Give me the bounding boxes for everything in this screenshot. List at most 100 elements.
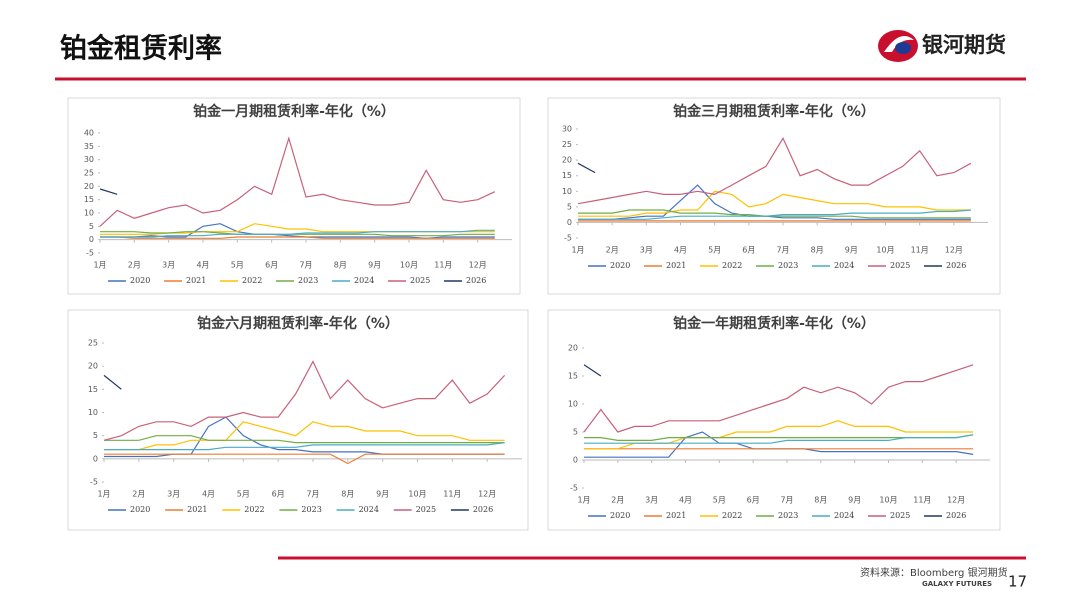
y-tick-label: 0 — [573, 456, 578, 465]
x-tick-label: 11月 — [913, 496, 931, 505]
legend-label: 2021 — [666, 261, 686, 270]
x-tick-label: 2月 — [606, 246, 619, 255]
y-tick-label: 25 — [84, 169, 94, 178]
y-tick-label: 0 — [89, 235, 94, 244]
chart: 铂金一年期租赁利率-年化（%） -5 0 5 10 15 20 1月 2月 3月 4月 5月 6月 7月 8… — [547, 309, 1001, 531]
legend-label: 2022 — [722, 261, 742, 270]
x-tick-label: 1月 — [97, 490, 110, 499]
x-tick-label: 12月 — [947, 496, 965, 505]
legend-label: 2023 — [301, 505, 321, 514]
legend-label: 2023 — [778, 511, 798, 520]
x-tick-label: 8月 — [811, 246, 824, 255]
x-tick-label: 10月 — [876, 246, 894, 255]
chart-frame — [67, 97, 521, 295]
y-tick-label: 20 — [562, 156, 572, 165]
y-tick-label: -5 — [90, 478, 98, 487]
series-line — [103, 374, 122, 390]
x-tick-label: 11月 — [434, 261, 452, 270]
x-tick-label: 3月 — [640, 246, 653, 255]
series-line — [577, 137, 972, 205]
x-tick-label: 1月 — [577, 496, 590, 505]
legend-label: 2025 — [890, 261, 910, 270]
legend-label: 2020 — [610, 511, 630, 520]
series-line — [577, 162, 596, 174]
chart-title: 铂金一月期租赁利率-年化（%） — [193, 103, 395, 120]
x-tick-label: 9月 — [845, 246, 858, 255]
y-tick-label: 35 — [84, 142, 94, 151]
x-tick-label: 7月 — [776, 246, 789, 255]
legend-label: 2024 — [834, 261, 854, 270]
x-tick-label: 1月 — [93, 261, 106, 270]
x-tick-label: 4月 — [679, 496, 692, 505]
x-tick-label: 6月 — [272, 490, 285, 499]
y-tick-label: -5 — [570, 484, 578, 493]
x-tick-label: 5月 — [708, 246, 721, 255]
chart-title: 铂金六月期租赁利率-年化（%） — [197, 315, 399, 332]
y-tick-label: 25 — [88, 339, 98, 348]
series-line — [104, 442, 505, 451]
series-line — [104, 435, 505, 444]
y-tick-label: 5 — [89, 222, 94, 231]
x-tick-label: 9月 — [848, 496, 861, 505]
y-tick-label: 15 — [88, 385, 98, 394]
y-tick-label: 5 — [93, 431, 98, 440]
x-tick-label: 2月 — [611, 496, 624, 505]
legend-label: 2022 — [722, 511, 742, 520]
source: 资料来源：Bloomberg 银河期货 — [860, 566, 1008, 579]
chart-frame — [67, 309, 529, 531]
y-tick-label: 0 — [567, 218, 572, 227]
x-tick-label: 6月 — [265, 261, 278, 270]
series-line — [104, 421, 505, 451]
y-tick-label: 20 — [84, 182, 94, 191]
y-tick-label: -5 — [86, 249, 94, 258]
legend-label: 2024 — [359, 505, 379, 514]
x-tick-label: 7月 — [306, 490, 319, 499]
chart-title: 铂金一年期租赁利率-年化（%） — [673, 315, 875, 332]
y-tick-label: 10 — [568, 400, 578, 409]
y-tick-label: 20 — [88, 362, 98, 371]
legend-label: 2024 — [354, 276, 374, 285]
series-line — [584, 434, 974, 444]
x-tick-label: 12月 — [469, 261, 487, 270]
series-line — [104, 453, 505, 465]
y-tick-label: 40 — [84, 129, 94, 138]
series-line — [583, 364, 602, 377]
x-tick-label: 7月 — [299, 261, 312, 270]
series-line — [99, 136, 496, 227]
y-tick-label: 15 — [562, 171, 572, 180]
series-line — [100, 229, 495, 238]
x-tick-label: 3月 — [162, 261, 175, 270]
y-tick-label: 10 — [88, 408, 98, 417]
series-line — [584, 420, 974, 450]
y-tick-label: 30 — [84, 155, 94, 164]
x-tick-label: 8月 — [341, 490, 354, 499]
y-tick-label: 5 — [573, 428, 578, 437]
x-tick-label: 12月 — [945, 246, 963, 255]
x-tick-label: 2月 — [132, 490, 145, 499]
legend-label: 2023 — [778, 261, 798, 270]
y-tick-label: 10 — [562, 187, 572, 196]
x-tick-label: 5月 — [713, 496, 726, 505]
legend-label: 2020 — [130, 276, 150, 285]
x-tick-label: 8月 — [814, 496, 827, 505]
x-tick-label: 1月 — [571, 246, 584, 255]
x-tick-label: 8月 — [334, 261, 347, 270]
legend-label: 2020 — [610, 261, 630, 270]
legend-label: 2024 — [834, 511, 854, 520]
x-tick-label: 5月 — [237, 490, 250, 499]
x-tick-label: 2月 — [128, 261, 141, 270]
series-line — [584, 431, 974, 458]
legend-label: 2026 — [946, 261, 966, 270]
x-tick-label: 3月 — [167, 490, 180, 499]
series-line — [578, 190, 971, 217]
x-tick-label: 5月 — [231, 261, 244, 270]
series-line — [103, 360, 506, 441]
legend-label: 2021 — [666, 511, 686, 520]
y-tick-label: 30 — [562, 125, 572, 134]
x-tick-label: 6月 — [742, 246, 755, 255]
legend-label: 2026 — [466, 276, 486, 285]
